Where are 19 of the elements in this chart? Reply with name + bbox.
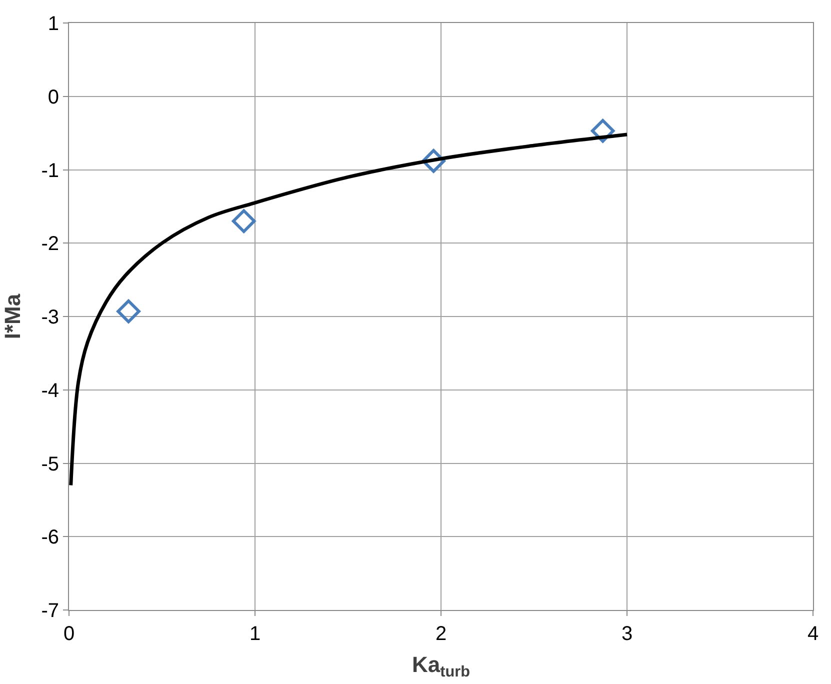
point [232,209,256,234]
line-series [69,132,629,488]
x-tick-label: 0 [63,623,75,645]
y-axis-title: I*Ma [0,293,26,340]
x-tick-label: 1 [249,623,261,645]
point [116,299,140,324]
y-tick-label: -7 [41,600,59,622]
y-tick-label: -2 [41,233,59,256]
y-tick-label: -6 [41,526,59,549]
y-tick-label: -3 [41,306,59,328]
x-tick-label: 2 [435,623,447,645]
y-tick-label: -5 [41,453,59,476]
y-tick-label: -4 [41,380,59,402]
x-tick-label: 3 [621,623,633,645]
y-tick-label: -1 [41,160,59,182]
y-tick-label: 0 [48,86,59,108]
y-tick-label: 1 [48,13,59,35]
x-axis-title: Ka$_{turb}$ [412,652,470,681]
x-tick-label: 4 [807,623,819,645]
